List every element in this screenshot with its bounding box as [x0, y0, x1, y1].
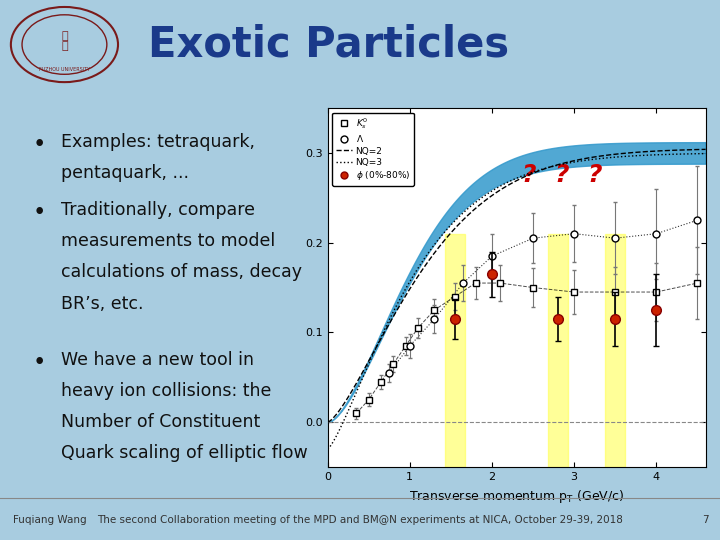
Text: Fuqiang Wang: Fuqiang Wang — [13, 515, 86, 525]
Text: Quark scaling of elliptic flow: Quark scaling of elliptic flow — [61, 444, 308, 462]
Text: ?: ? — [522, 163, 536, 187]
Text: Exotic Particles: Exotic Particles — [148, 24, 509, 65]
Bar — [445, 234, 465, 467]
Text: heavy ion collisions: the: heavy ion collisions: the — [61, 382, 271, 400]
Text: Number of Constituent: Number of Constituent — [61, 413, 261, 431]
Legend: $K^0_s$, $\Lambda$, NQ=2, NQ=3, $\phi$ (0%-80%): $K^0_s$, $\Lambda$, NQ=2, NQ=3, $\phi$ (… — [332, 112, 414, 186]
X-axis label: Transverse momentum $\mathregular{p_T}$ (GeV/c): Transverse momentum $\mathregular{p_T}$ … — [409, 488, 624, 504]
Text: 研
习: 研 习 — [61, 31, 68, 51]
Text: BR’s, etc.: BR’s, etc. — [61, 294, 144, 313]
Text: 7: 7 — [703, 515, 709, 525]
Text: pentaquark, ...: pentaquark, ... — [61, 164, 189, 181]
Text: calculations of mass, decay: calculations of mass, decay — [61, 264, 302, 281]
Text: measurements to model: measurements to model — [61, 232, 276, 251]
Bar — [606, 234, 625, 467]
Text: •: • — [32, 350, 46, 374]
Bar — [548, 234, 567, 467]
Text: Traditionally, compare: Traditionally, compare — [61, 201, 255, 219]
Text: We have a new tool in: We have a new tool in — [61, 350, 254, 369]
Text: FUZHOU UNIVERSITY: FUZHOU UNIVERSITY — [39, 67, 90, 72]
Text: Examples: tetraquark,: Examples: tetraquark, — [61, 133, 255, 151]
Text: The second Collaboration meeting of the MPD and BM@N experiments at NICA, Octobe: The second Collaboration meeting of the … — [97, 515, 623, 525]
Text: •: • — [32, 133, 46, 156]
Text: ?: ? — [554, 163, 569, 187]
Text: ?: ? — [588, 163, 602, 187]
Text: •: • — [32, 201, 46, 224]
